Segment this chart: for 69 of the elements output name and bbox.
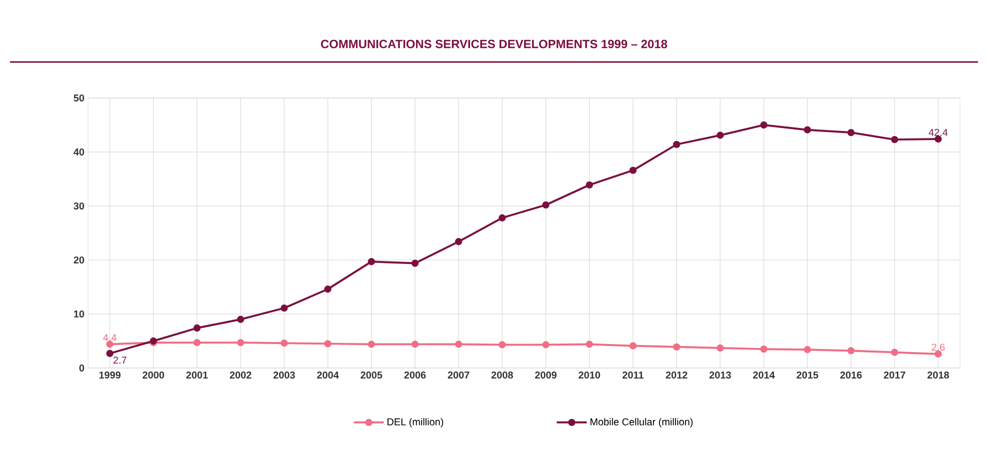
point [673, 140, 680, 148]
x-tick-label: 2012 [666, 372, 688, 379]
y-tick-label: 30 [74, 202, 84, 210]
point [673, 343, 680, 351]
data-label: 2.7 [114, 356, 126, 364]
point [847, 128, 855, 136]
x-tick-label: 2016 [840, 372, 862, 379]
point [542, 341, 550, 348]
point [455, 238, 462, 246]
x-tick-label: 2014 [753, 372, 775, 379]
point [455, 340, 462, 348]
point [193, 339, 201, 346]
point [716, 344, 724, 352]
point [324, 286, 332, 293]
point [411, 340, 419, 348]
point [106, 350, 114, 357]
y-tick-label: 20 [74, 256, 84, 264]
point [280, 304, 288, 312]
point [891, 136, 898, 144]
data-label: 42.4 [928, 128, 948, 136]
point [411, 260, 419, 267]
point [629, 342, 637, 350]
x-tick-label: 2004 [317, 372, 339, 379]
x-tick-label: 2008 [491, 372, 513, 379]
y-tick-label: 10 [74, 310, 84, 318]
data-label: 2.6 [932, 344, 945, 351]
point [804, 346, 811, 354]
data-label: 4.4 [103, 334, 116, 342]
point [498, 214, 506, 222]
point [804, 126, 811, 134]
x-tick-label: 2017 [884, 372, 906, 379]
point [542, 201, 550, 208]
x-tick-label: 1999 [99, 372, 121, 379]
point [586, 181, 593, 189]
x-tick-label: 2003 [273, 372, 295, 379]
y-tick-label: 40 [74, 148, 84, 156]
point [891, 348, 898, 356]
point [237, 316, 244, 323]
point [716, 132, 724, 139]
point [106, 340, 114, 348]
point [586, 340, 593, 348]
point [368, 258, 376, 266]
y-tick-label: 50 [74, 94, 84, 102]
x-tick-label: 2015 [796, 372, 818, 379]
legend-label: Mobile Cellular (million) [590, 418, 693, 428]
x-tick-label: 2005 [360, 372, 382, 379]
point [324, 340, 332, 348]
legend-label: DEL (million) [388, 418, 444, 428]
point [760, 345, 768, 353]
point [847, 347, 855, 354]
point [629, 166, 637, 174]
point [280, 340, 288, 347]
x-tick-label: 2000 [142, 372, 164, 379]
point [498, 341, 506, 348]
x-tick-label: 2010 [578, 372, 600, 379]
y-tick-label: 0 [79, 364, 84, 372]
point [193, 324, 201, 332]
point [368, 340, 376, 348]
x-tick-label: 2007 [448, 372, 470, 379]
x-tick-label: 2006 [404, 372, 426, 379]
chart-title: COMMUNICATIONS SERVICES DEVELOPMENTS 1999 – 2018 [320, 40, 668, 48]
x-tick-label: 2001 [186, 372, 208, 379]
point [760, 121, 768, 129]
x-tick-label: 2018 [927, 372, 949, 379]
x-tick-label: 2009 [535, 372, 557, 379]
x-tick-label: 2002 [230, 372, 252, 379]
x-tick-label: 2011 [622, 372, 644, 379]
x-tick-label: 2013 [709, 372, 731, 379]
point [237, 339, 244, 346]
